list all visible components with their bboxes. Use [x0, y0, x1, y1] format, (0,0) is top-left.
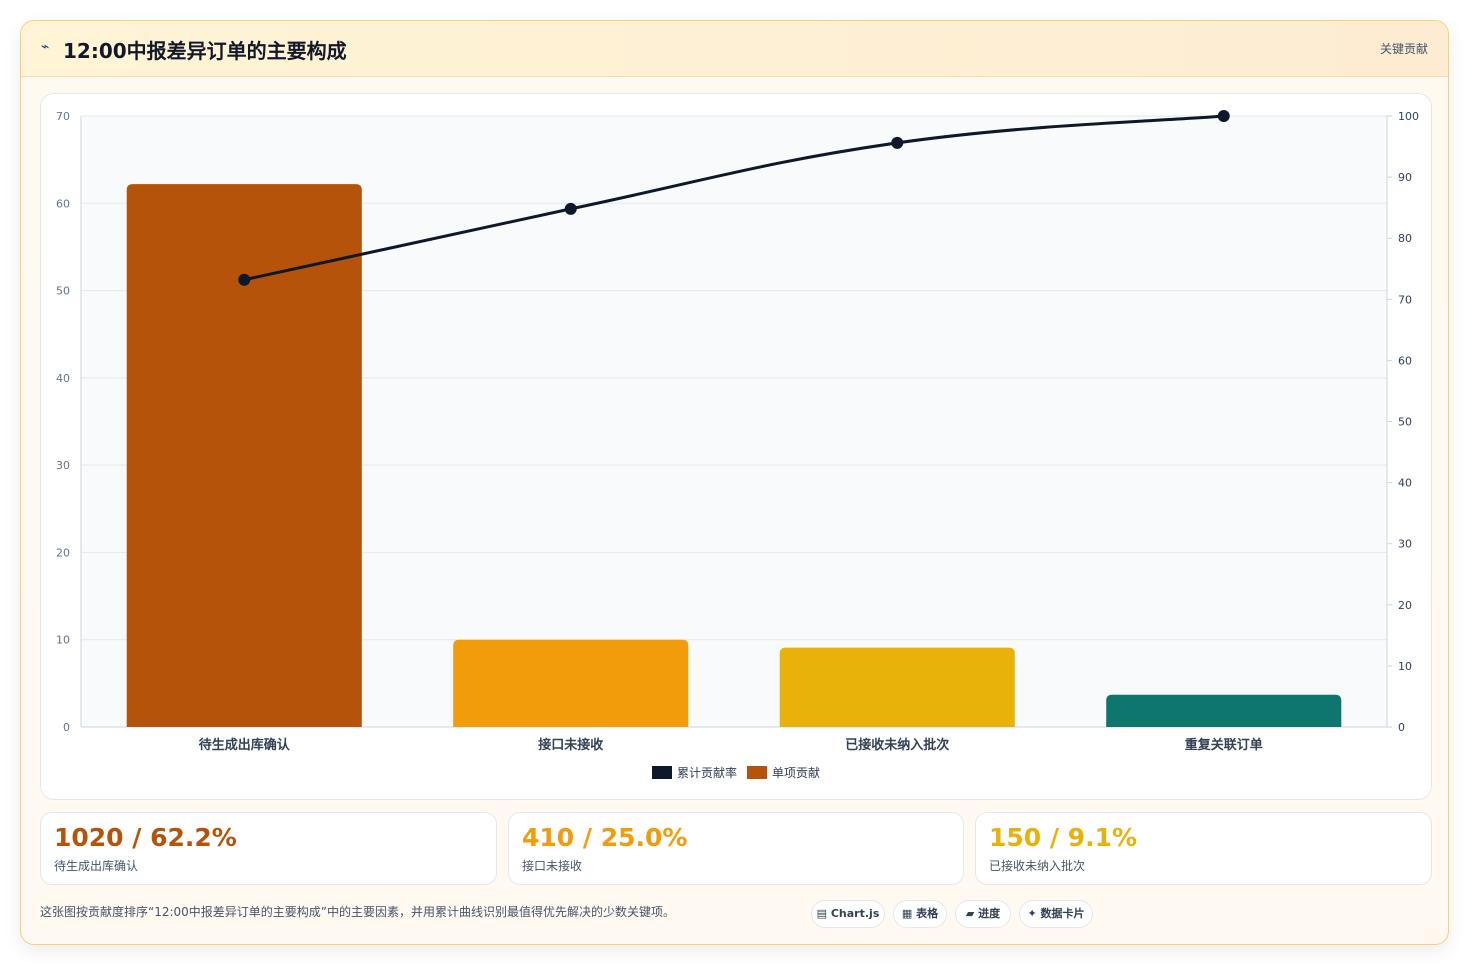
- y-left-tick-label: 40: [56, 372, 70, 385]
- cumulative-point: [891, 136, 904, 149]
- pill-data-card[interactable]: ✦ 数据卡片: [1019, 900, 1093, 928]
- sparkle-icon: ✦: [1027, 907, 1037, 920]
- y-right-tick-label: 40: [1398, 477, 1412, 490]
- cumulative-point: [1217, 110, 1230, 122]
- cumulative-line: [243, 114, 1224, 282]
- chart-footnote: 这张图按贡献度排序“12:00中报差异订单的主要构成”中的主要因素，并用累计曲线…: [40, 905, 676, 919]
- chart-card: ⌁ 12:00中报差异订单的主要构成 关键贡献 0 10 20 30 40 50 60 70 0…: [20, 20, 1449, 945]
- pill-label: Chart.js: [830, 907, 880, 920]
- y-right-tick-label: 90: [1398, 171, 1412, 184]
- x-tick-label: 重复关联订单: [1185, 737, 1263, 753]
- bar: [779, 647, 1015, 727]
- legend-swatch: [747, 766, 767, 779]
- x-tick-label: 待生成出库确认: [198, 737, 291, 753]
- y-right-tick-label: 10: [1398, 660, 1412, 673]
- pill-progress[interactable]: ▰ 进度: [955, 900, 1011, 928]
- chart-icon: ▤: [816, 907, 828, 920]
- pill-table[interactable]: ▦ 表格: [893, 900, 947, 928]
- pill-label: 表格: [916, 907, 939, 920]
- stat-label: 待生成出库确认: [54, 859, 139, 873]
- pill-label: 数据卡片: [1040, 907, 1085, 920]
- stat-label: 接口未接收: [522, 859, 583, 873]
- y-left-tick-label: 20: [56, 546, 70, 559]
- y-right-tick-label: 60: [1398, 354, 1412, 367]
- y-right-tick-label: 30: [1398, 538, 1412, 551]
- legend-label: 单项贡献: [772, 765, 820, 780]
- y-right-tick-label: 70: [1398, 293, 1412, 306]
- y-right-tick-label: 50: [1398, 416, 1412, 429]
- table-icon: ▦: [901, 907, 913, 920]
- progress-icon: ▰: [965, 907, 975, 920]
- stat-card-3: 150 / 9.1% 已接收未纳入批次: [975, 812, 1432, 885]
- pareto-chart: 0 10 20 30 40 50 60 70 0 10 20 30 40 50 60 70 80 90 100 待生成…: [56, 110, 1419, 780]
- y-right-tick-label: 0: [1398, 721, 1405, 734]
- stat-value: 150 / 9.1%: [989, 823, 1138, 852]
- pill-label: 进度: [978, 907, 1001, 920]
- trend-icon: ⌁: [41, 39, 50, 55]
- legend-label: 累计贡献率: [677, 765, 737, 780]
- stat-card-1: 1020 / 62.2% 待生成出库确认: [40, 812, 497, 885]
- bar: [453, 639, 689, 727]
- stat-label: 已接收未纳入批次: [989, 859, 1086, 873]
- stat-card-2: 410 / 25.0% 接口未接收: [508, 812, 964, 885]
- stat-value: 410 / 25.0%: [522, 823, 688, 852]
- y-left-tick-label: 60: [56, 197, 70, 210]
- x-tick-label: 接口未接收: [538, 737, 604, 753]
- y-left-tick-label: 70: [56, 110, 70, 123]
- chart-panel: 0 10 20 30 40 50 60 70 0 10 20 30 40 50 60 70 80 90 100 待生成…: [40, 93, 1432, 800]
- bar: [126, 184, 362, 727]
- chart-title: 12:00中报差异订单的主要构成: [63, 39, 347, 63]
- y-right-tick-label: 80: [1398, 232, 1412, 245]
- y-right-tick-label: 100: [1398, 110, 1419, 123]
- y-left-tick-label: 0: [63, 721, 70, 734]
- y-left-tick-label: 30: [56, 459, 70, 472]
- card-header: ⌁ 12:00中报差异订单的主要构成 关键贡献: [21, 21, 1448, 77]
- x-tick-label: 已接收未纳入批次: [845, 737, 949, 753]
- header-tag: 关键贡献: [1379, 42, 1428, 56]
- cumulative-point: [564, 202, 577, 215]
- stat-value: 1020 / 62.2%: [54, 823, 237, 852]
- legend-swatch: [652, 766, 672, 779]
- bar: [1106, 694, 1342, 727]
- y-left-tick-label: 50: [56, 285, 70, 298]
- y-right-tick-label: 20: [1398, 599, 1412, 612]
- pill-chartjs[interactable]: ▤ Chart.js: [811, 900, 885, 928]
- y-left-tick-label: 10: [56, 634, 70, 647]
- cumulative-point: [238, 273, 251, 286]
